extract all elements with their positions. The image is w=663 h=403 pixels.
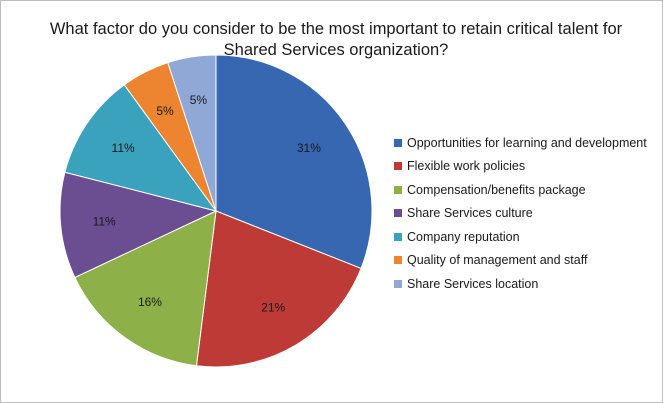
legend-swatch-5 [394,256,402,265]
pie-slice-3 [59,171,218,279]
chart-title-line-2: Shared Services organization? [223,41,449,59]
pie-slice-4 [64,84,218,212]
legend-swatch-0 [394,138,402,147]
pie-data-label-0: 31% [297,141,321,155]
legend-swatch-1 [394,162,402,171]
legend-label-4: Company reputation [407,229,520,244]
chart-title: What factor do you consider to be the mo… [41,19,631,61]
legend-swatch-6 [394,279,402,288]
pie-slice-0 [215,54,373,270]
pie-data-label-5: 5% [156,104,174,118]
legend-label-0: Opportunities for learning and developme… [407,135,647,150]
pie-slice-2 [74,210,217,367]
legend-label-5: Quality of management and staff [407,253,588,268]
legend-item-5: Quality of management and staff [394,249,647,273]
legend-item-6: Share Services location [394,272,647,296]
pie-data-label-4: 11% [112,141,135,155]
chart-title-line-1: What factor do you consider to be the mo… [49,20,623,38]
legend-swatch-2 [394,185,402,194]
legend-label-2: Compensation/benefits package [407,182,586,197]
legend-item-1: Flexible work policies [394,155,647,179]
legend-label-1: Flexible work policies [407,159,526,174]
legend-label-3: Share Services culture [407,206,533,221]
pie-data-label-1: 21% [261,301,285,315]
legend-swatch-4 [394,232,402,241]
pie-slice-6 [167,54,217,212]
legend-label-6: Share Services location [407,276,539,291]
legend-swatch-3 [394,209,402,218]
legend-item-2: Compensation/benefits package [394,178,647,202]
pie-data-label-6: 5% [190,93,208,107]
pie-data-label-2: 16% [138,295,162,309]
pie-slice-1 [195,210,362,368]
legend-item-3: Share Services culture [394,202,647,226]
chart-legend: Opportunities for learning and developme… [394,131,647,296]
legend-item-0: Opportunities for learning and developme… [394,131,647,155]
pie-data-label-3: 11% [93,215,116,229]
legend-item-4: Company reputation [394,225,647,249]
